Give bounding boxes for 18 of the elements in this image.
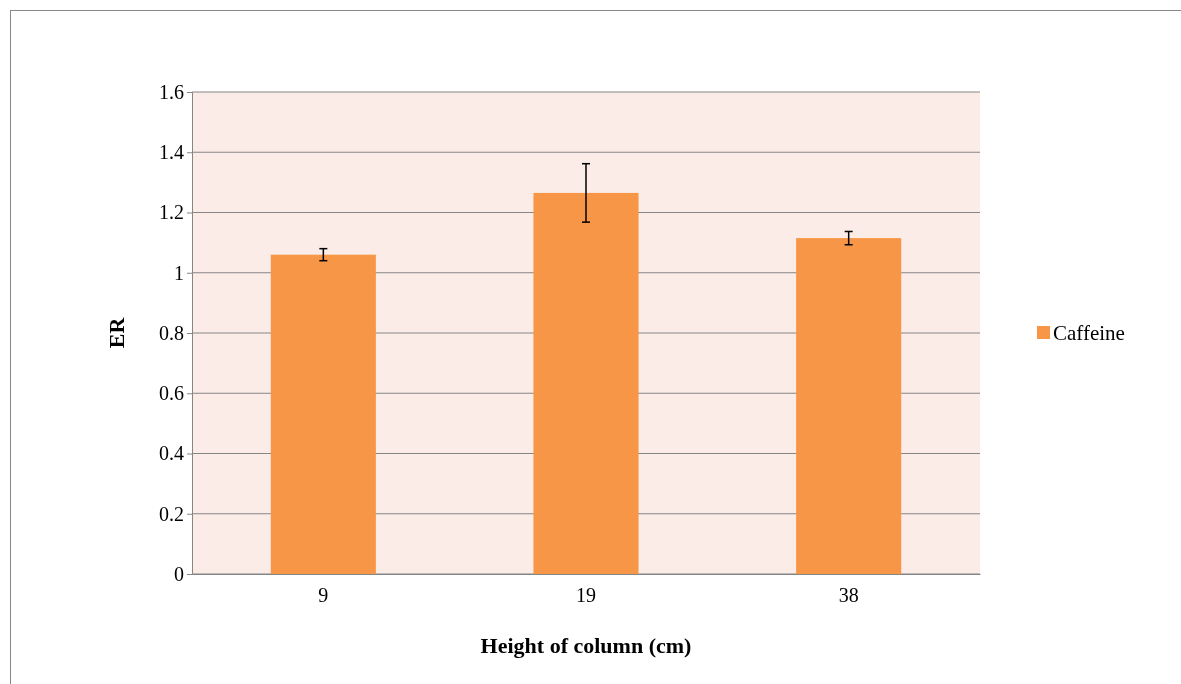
x-axis-title: Height of column (cm) (480, 633, 692, 658)
y-tick-label: 1.6 (159, 80, 184, 103)
y-tick-label: 0.4 (159, 442, 184, 465)
y-axis-title: ER (104, 316, 129, 349)
bar (533, 192, 639, 574)
y-tick-label: 0.6 (159, 382, 184, 405)
y-tick-label: 0.2 (159, 502, 184, 525)
x-tick-label: 19 (576, 584, 596, 607)
y-tick-label: 0.8 (159, 321, 184, 344)
y-tick-label: 1.4 (159, 141, 184, 164)
y-tick-label: 1 (174, 261, 184, 284)
x-tick-label: 9 (318, 584, 329, 607)
y-tick-label: 0 (174, 562, 184, 585)
bar (270, 254, 376, 574)
bar (796, 238, 902, 574)
y-tick-label: 1.2 (159, 201, 184, 224)
legend-label: Caffeine (1053, 321, 1125, 345)
x-tick-label: 38 (838, 584, 859, 607)
